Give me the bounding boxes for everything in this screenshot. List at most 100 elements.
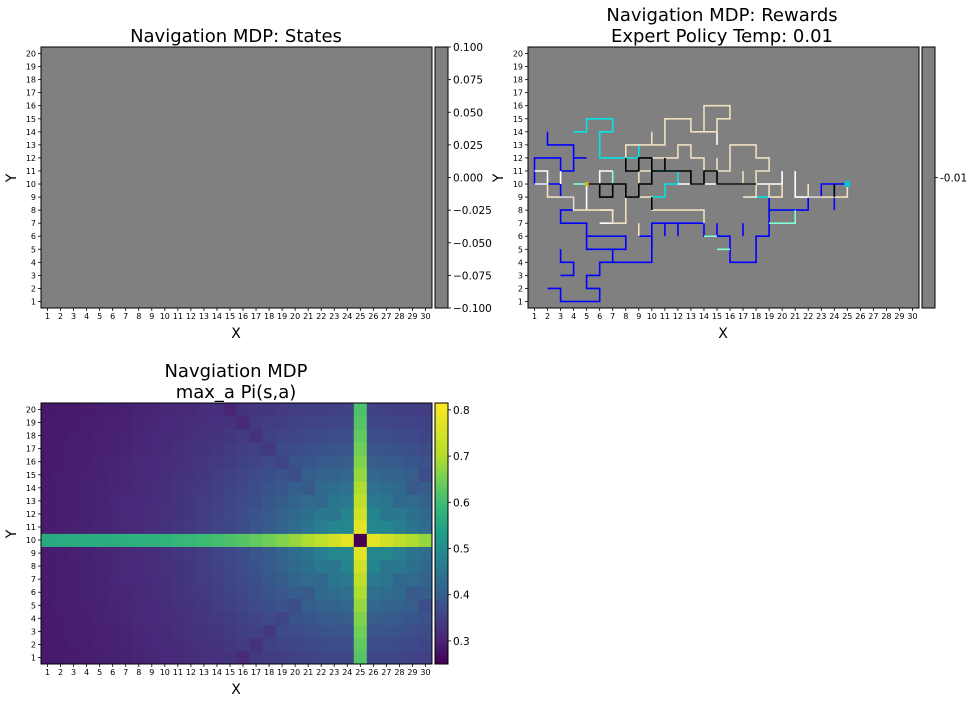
policy-x-tick-label: 16 — [238, 668, 248, 677]
rewards-subtitle: Expert Policy Temp: 0.01 — [611, 26, 833, 47]
policy-cell — [67, 624, 81, 639]
policy-cell — [158, 559, 172, 574]
policy-cell — [41, 481, 55, 495]
states-y-tick-label: 15 — [26, 115, 36, 124]
states-cb-tick-label: 0.075 — [453, 75, 483, 87]
policy-cell — [405, 650, 420, 665]
policy-cell — [314, 481, 329, 495]
policy-cell — [158, 611, 172, 626]
policy-cell — [392, 637, 407, 652]
policy-cell — [184, 546, 198, 560]
policy-cell — [392, 650, 407, 665]
policy-cell — [314, 637, 329, 652]
policy-cell — [158, 572, 172, 587]
policy-cell — [301, 624, 316, 639]
policy-cell — [184, 637, 198, 652]
policy-x-tick-label: 23 — [329, 668, 339, 677]
policy-cell — [132, 520, 146, 534]
policy-cell — [327, 572, 342, 587]
policy-cell — [301, 507, 316, 521]
policy-cell — [301, 494, 316, 508]
policy-cell — [405, 585, 420, 600]
policy-cell — [106, 494, 120, 508]
policy-cell — [223, 507, 237, 521]
policy-y-tick-label: 16 — [26, 458, 36, 467]
policy-cell — [236, 416, 250, 430]
policy-cell — [132, 533, 146, 547]
policy-cell — [145, 442, 159, 456]
policy-cb-tick-label: 0.6 — [453, 497, 470, 509]
policy-cell — [54, 611, 68, 626]
states-x-tick-label: 21 — [303, 312, 313, 321]
states-y-tick-label: 7 — [31, 219, 36, 228]
policy-cell — [275, 585, 290, 600]
policy-cell — [67, 507, 81, 521]
policy-cell — [41, 494, 55, 508]
policy-x-tick-label: 7 — [123, 668, 128, 677]
policy-cell — [80, 611, 94, 626]
states-x-tick-label: 8 — [136, 312, 141, 321]
policy-y-tick-label: 8 — [31, 562, 36, 571]
policy-cell — [353, 468, 368, 482]
policy-cell — [327, 468, 342, 482]
policy-cell — [288, 507, 303, 521]
policy-cell — [158, 637, 172, 652]
policy-cell — [288, 598, 303, 613]
policy-y-tick-label: 5 — [31, 601, 36, 610]
states-y-tick-label: 17 — [26, 89, 36, 98]
policy-cell — [262, 598, 276, 613]
policy-cell — [223, 637, 237, 652]
policy-cell — [210, 650, 224, 665]
policy-cell — [210, 611, 224, 626]
rewards-x-tick-label: 12 — [673, 312, 683, 321]
rewards-x-tick-label: 27 — [868, 312, 878, 321]
policy-cell — [418, 507, 433, 521]
policy-cell — [249, 507, 263, 521]
policy-cell — [392, 455, 407, 469]
rewards-x-tick-label: 18 — [751, 312, 761, 321]
policy-cell — [54, 416, 68, 430]
policy-cell — [145, 650, 159, 665]
policy-cell — [197, 559, 211, 574]
policy-cell — [353, 637, 368, 652]
rewards-x-tick-label: 1 — [532, 312, 537, 321]
rewards-x-tick-label: 30 — [907, 312, 917, 321]
policy-cell — [184, 455, 198, 469]
states-y-tick-label: 3 — [31, 271, 36, 280]
policy-x-tick-label: 24 — [342, 668, 352, 677]
policy-cell — [340, 572, 355, 587]
policy-cell — [223, 520, 237, 534]
policy-cell — [93, 481, 107, 495]
policy-cell — [327, 559, 342, 574]
policy-cell — [379, 416, 394, 430]
policy-cell — [262, 559, 276, 574]
policy-cell — [249, 442, 263, 456]
rewards-y-tick-label: 9 — [518, 193, 523, 202]
policy-cell — [41, 533, 55, 547]
policy-cell — [275, 650, 290, 665]
policy-cell — [145, 403, 159, 417]
policy-cell — [327, 598, 342, 613]
policy-cell — [132, 416, 146, 430]
policy-cell — [418, 585, 433, 600]
policy-cell — [223, 611, 237, 626]
policy-cell — [262, 533, 276, 547]
policy-cell — [197, 572, 211, 587]
states-cb-tick-label: −0.100 — [453, 303, 492, 315]
trajectory-line — [768, 184, 783, 198]
states-x-tick-label: 27 — [381, 312, 391, 321]
policy-cell — [353, 585, 368, 600]
policy-cell — [54, 533, 68, 547]
rewards-y-tick-label: 18 — [513, 76, 523, 85]
policy-cell — [54, 520, 68, 534]
policy-cell — [236, 442, 250, 456]
policy-cell — [353, 611, 368, 626]
states-grid — [40, 46, 433, 309]
policy-cell — [223, 442, 237, 456]
policy-x-tick-label: 28 — [394, 668, 404, 677]
policy-x-tick-label: 2 — [58, 668, 63, 677]
states-colorbar-ticks: 0.100 0.075 0.050 0.025 0.000 −0.025 −0.050 −0.… — [448, 42, 492, 315]
policy-cell — [67, 455, 81, 469]
policy-cell — [132, 637, 146, 652]
policy-cell — [223, 585, 237, 600]
